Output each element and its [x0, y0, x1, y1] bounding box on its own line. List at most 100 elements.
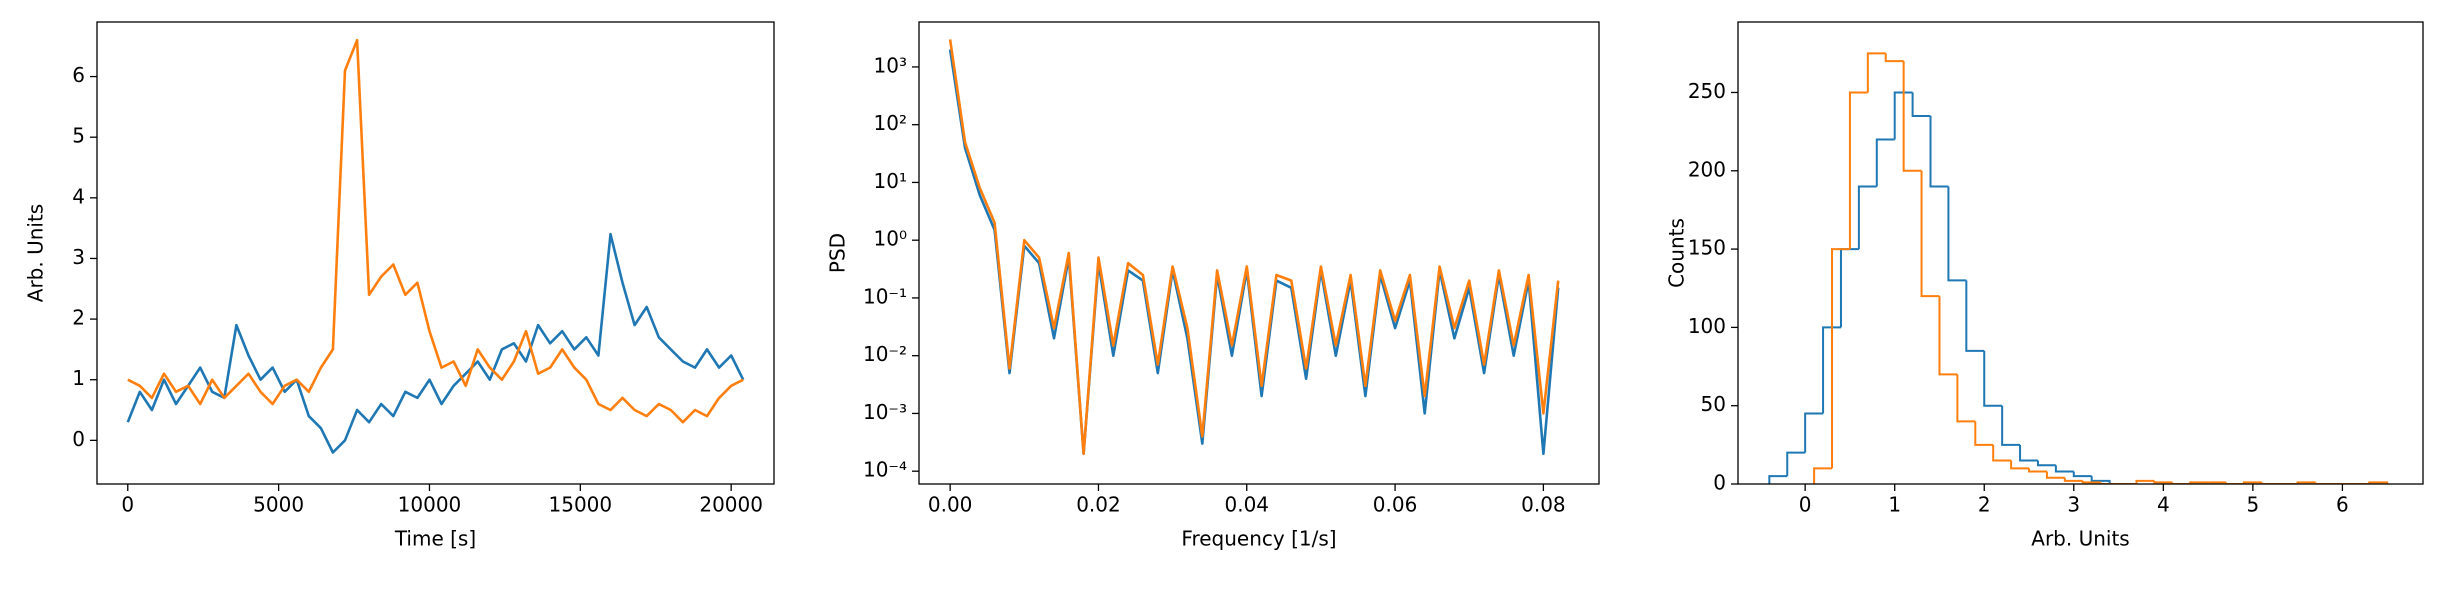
y-tick-label: 2	[72, 306, 85, 330]
y-tick-label: 10⁻⁴	[863, 458, 907, 482]
y-tick-label: 10¹	[874, 169, 907, 193]
x-tick-label: 20000	[699, 493, 763, 517]
histogram-bin	[1965, 280, 1985, 352]
histogram-bin	[1875, 138, 1895, 187]
x-tick-label: 0.04	[1224, 493, 1269, 517]
histogram-bin	[1938, 296, 1958, 376]
histogram-bin	[2135, 479, 2155, 484]
x-tick-label: 0.00	[928, 493, 973, 517]
y-tick-label: 100	[1688, 314, 1726, 338]
x-tick-label: 3	[2067, 493, 2080, 517]
histogram-bin	[1884, 53, 1904, 63]
histogram-bin	[2153, 480, 2173, 484]
y-tick-label: 10⁻²	[863, 342, 907, 366]
histogram-bin	[2054, 465, 2074, 473]
histogram-bin	[2072, 471, 2092, 478]
histogram-bin	[1920, 170, 1940, 298]
x-axis-label: Time [s]	[394, 527, 476, 551]
histogram-bin	[1983, 350, 2003, 407]
plot-area	[1768, 52, 2389, 484]
x-axis-label: Frequency [1/s]	[1181, 527, 1336, 551]
y-tick-label: 150	[1688, 236, 1726, 260]
histogram-bin	[1839, 248, 1859, 328]
histogram-bin	[2063, 477, 2083, 482]
y-tick-label: 5	[72, 124, 85, 148]
x-tick-label: 0	[121, 493, 134, 517]
histogram-bin	[1992, 444, 2012, 462]
y-tick-label: 50	[1701, 392, 1726, 416]
histogram-bin	[2019, 444, 2038, 462]
histogram-bin	[2081, 480, 2101, 484]
histogram-bin	[1822, 326, 1841, 414]
y-tick-label: 0	[72, 427, 85, 451]
histogram-bin	[1848, 91, 1868, 250]
histogram-bin	[2099, 482, 2119, 484]
histogram-bin	[1902, 61, 1922, 172]
histogram-bin	[2171, 482, 2191, 484]
panel: 0.00 0.02 0.04 0.06 0.08 10⁻⁴ 10⁻³ 10⁻² 10⁻¹ 10⁰ 1…	[826, 21, 1600, 551]
histogram-bin	[2045, 471, 2065, 479]
axes-frame	[96, 21, 775, 485]
x-tick-label: 0.08	[1521, 493, 1566, 517]
plot-area	[126, 38, 745, 454]
x-axis-label: Arb. Units	[2031, 527, 2129, 551]
line	[948, 39, 1560, 456]
histogram-bin	[2010, 460, 2030, 470]
histogram-bin	[1929, 115, 1949, 188]
histogram-bin	[1831, 248, 1850, 469]
line	[126, 232, 745, 454]
histogram-bin	[2036, 460, 2056, 467]
histogram-bin	[2225, 482, 2244, 484]
axes-frame	[918, 21, 1600, 485]
histogram-bin	[1813, 467, 1833, 484]
x-tick-label: 0.06	[1373, 493, 1418, 517]
histogram-bin	[1974, 421, 1994, 446]
y-tick-label: 4	[72, 184, 85, 208]
y-axis-label: PSD	[826, 233, 850, 273]
y-tick-label: 10⁻³	[863, 400, 907, 424]
histogram-bin	[1893, 91, 1913, 140]
histogram-bin	[2090, 476, 2111, 484]
y-tick-label: 3	[72, 245, 85, 269]
histogram-bin	[2368, 481, 2389, 484]
x-tick-label: 15000	[549, 493, 613, 517]
y-tick-label: 200	[1688, 157, 1726, 181]
line	[948, 49, 1560, 456]
y-tick-label: 10²	[874, 111, 907, 135]
y-tick-label: 10⁰	[874, 227, 907, 251]
panel: 0 1 2 3 4 5 6 0 50 100 150 200 250 Arb. Units Counts	[1665, 21, 2424, 551]
axes-frame	[1737, 21, 2424, 485]
x-tick-label: 0	[1799, 493, 1812, 517]
x-tick-label: 2	[1978, 493, 1991, 517]
y-axis-label: Counts	[1665, 218, 1689, 288]
x-tick-label: 5	[2247, 493, 2260, 517]
x-tick-label: 1	[1888, 493, 1901, 517]
histogram-bin	[1857, 185, 1877, 250]
histogram-bin	[1786, 451, 1806, 477]
histogram-bin	[2028, 468, 2047, 473]
histogram-bin	[1768, 475, 1788, 484]
y-tick-label: 250	[1688, 79, 1726, 103]
x-tick-label: 4	[2157, 493, 2170, 517]
histogram-bin	[1804, 412, 1824, 453]
histogram-bin	[2001, 405, 2021, 446]
histogram-bin	[2260, 482, 2280, 484]
y-tick-label: 0	[1713, 471, 1726, 495]
y-tick-label: 6	[72, 63, 85, 87]
histogram-bin	[1866, 52, 1886, 93]
y-tick-label: 10³	[874, 53, 907, 77]
panel: 0 5000 10000 15000 20000 0 1 2 3 4 5 6 Time [s] Arb. …	[24, 21, 775, 551]
x-tick-label: 6	[2336, 493, 2349, 517]
histogram-bin	[1911, 92, 1931, 117]
plot-area	[948, 39, 1560, 456]
y-tick-label: 1	[72, 366, 85, 390]
y-tick-label: 10⁻¹	[863, 284, 907, 308]
histogram-bin	[2314, 482, 2334, 484]
histogram-bin	[1947, 186, 1967, 282]
x-tick-label: 5000	[253, 493, 304, 517]
x-tick-label: 0.02	[1076, 493, 1121, 517]
line	[127, 38, 744, 424]
x-tick-label: 10000	[398, 493, 462, 517]
y-axis-label: Arb. Units	[24, 204, 48, 302]
